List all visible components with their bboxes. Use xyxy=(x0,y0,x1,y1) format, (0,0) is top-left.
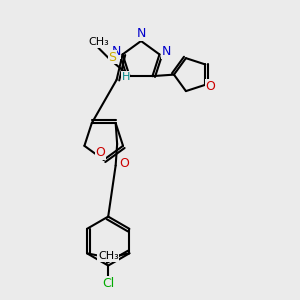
Text: N: N xyxy=(161,45,171,58)
Text: Cl: Cl xyxy=(102,277,114,290)
Text: CH₃: CH₃ xyxy=(98,251,118,261)
Text: O: O xyxy=(96,146,106,159)
Text: H: H xyxy=(122,72,130,82)
Text: N: N xyxy=(111,45,121,58)
Text: CH₃: CH₃ xyxy=(88,38,109,47)
Text: CH₃: CH₃ xyxy=(98,251,119,261)
Text: S: S xyxy=(109,51,117,64)
Text: O: O xyxy=(206,80,216,93)
Text: O: O xyxy=(119,157,129,169)
Text: N: N xyxy=(136,27,146,40)
